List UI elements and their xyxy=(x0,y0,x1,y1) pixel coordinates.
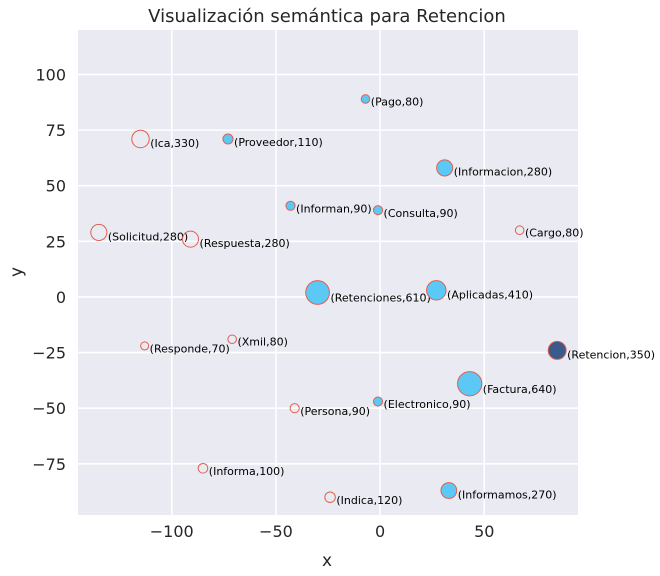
point-label: (Persona,90) xyxy=(300,405,370,418)
point-label: (Retencion,350) xyxy=(567,349,655,362)
point-label: (Informacion,280) xyxy=(454,166,552,179)
y-tick-label: −50 xyxy=(32,399,66,418)
data-point xyxy=(227,334,237,345)
data-point xyxy=(360,94,371,104)
plot-area xyxy=(78,30,578,515)
x-axis-label: x xyxy=(322,551,332,571)
point-label: (Informan,90) xyxy=(296,202,372,215)
data-point xyxy=(514,225,525,236)
point-label: (Ica,330) xyxy=(150,137,199,150)
point-label: (Indica,120) xyxy=(336,494,402,507)
data-point xyxy=(426,280,447,301)
x-tick-label: 50 xyxy=(474,522,494,541)
chart-title: Visualización semántica para Retencion xyxy=(148,6,506,27)
point-label: (Consulta,90) xyxy=(384,207,458,220)
data-point xyxy=(372,396,384,407)
point-label: (Aplicadas,410) xyxy=(447,289,533,302)
data-point xyxy=(372,205,384,216)
data-point xyxy=(90,223,108,241)
y-tick-label: −75 xyxy=(32,455,66,474)
data-point xyxy=(324,491,336,503)
data-point xyxy=(222,133,234,145)
point-label: (Retenciones,610) xyxy=(330,292,430,305)
y-tick-label: 75 xyxy=(46,121,66,140)
y-tick-label: 25 xyxy=(46,232,66,251)
data-point xyxy=(140,341,150,351)
y-tick-label: −25 xyxy=(32,344,66,363)
point-label: (Informamos,270) xyxy=(458,488,557,501)
point-label: (Electronico,90) xyxy=(384,398,471,411)
point-label: (Solicitud,280) xyxy=(108,230,188,243)
data-point xyxy=(457,371,483,397)
point-label: (Responde,70) xyxy=(150,342,230,355)
point-label: (Informa,100) xyxy=(209,465,285,478)
data-point xyxy=(181,230,200,248)
point-label: (Pago,80) xyxy=(371,95,424,108)
y-tick-label: 100 xyxy=(35,65,66,84)
y-axis-label: y xyxy=(7,267,27,277)
x-tick-label: −100 xyxy=(150,522,194,541)
grid xyxy=(78,30,578,515)
y-tick-label: 50 xyxy=(46,177,66,196)
data-point xyxy=(285,200,296,211)
data-point xyxy=(131,129,150,149)
point-label: (Factura,640) xyxy=(483,383,557,396)
data-point xyxy=(436,159,454,177)
point-label: (Cargo,80) xyxy=(525,227,584,240)
point-label: (Xmil,80) xyxy=(237,336,287,349)
point-label: (Respuesta,280) xyxy=(200,237,290,250)
data-point xyxy=(440,482,458,499)
x-tick-label: −50 xyxy=(259,522,293,541)
data-point xyxy=(197,462,209,474)
data-point xyxy=(547,340,567,360)
data-point xyxy=(289,403,300,414)
x-tick-label: 0 xyxy=(375,522,385,541)
data-points: (Pago,80) (Ica,330) (Proveedor,110) (Inform… xyxy=(90,94,655,507)
y-axis-ticks: −75 −50 −25 0 25 50 75 100 xyxy=(32,65,66,473)
point-label: (Proveedor,110) xyxy=(234,136,323,149)
data-point xyxy=(305,280,330,305)
x-axis-ticks: −100 −50 0 50 xyxy=(150,522,495,541)
y-tick-label: 0 xyxy=(56,288,66,307)
